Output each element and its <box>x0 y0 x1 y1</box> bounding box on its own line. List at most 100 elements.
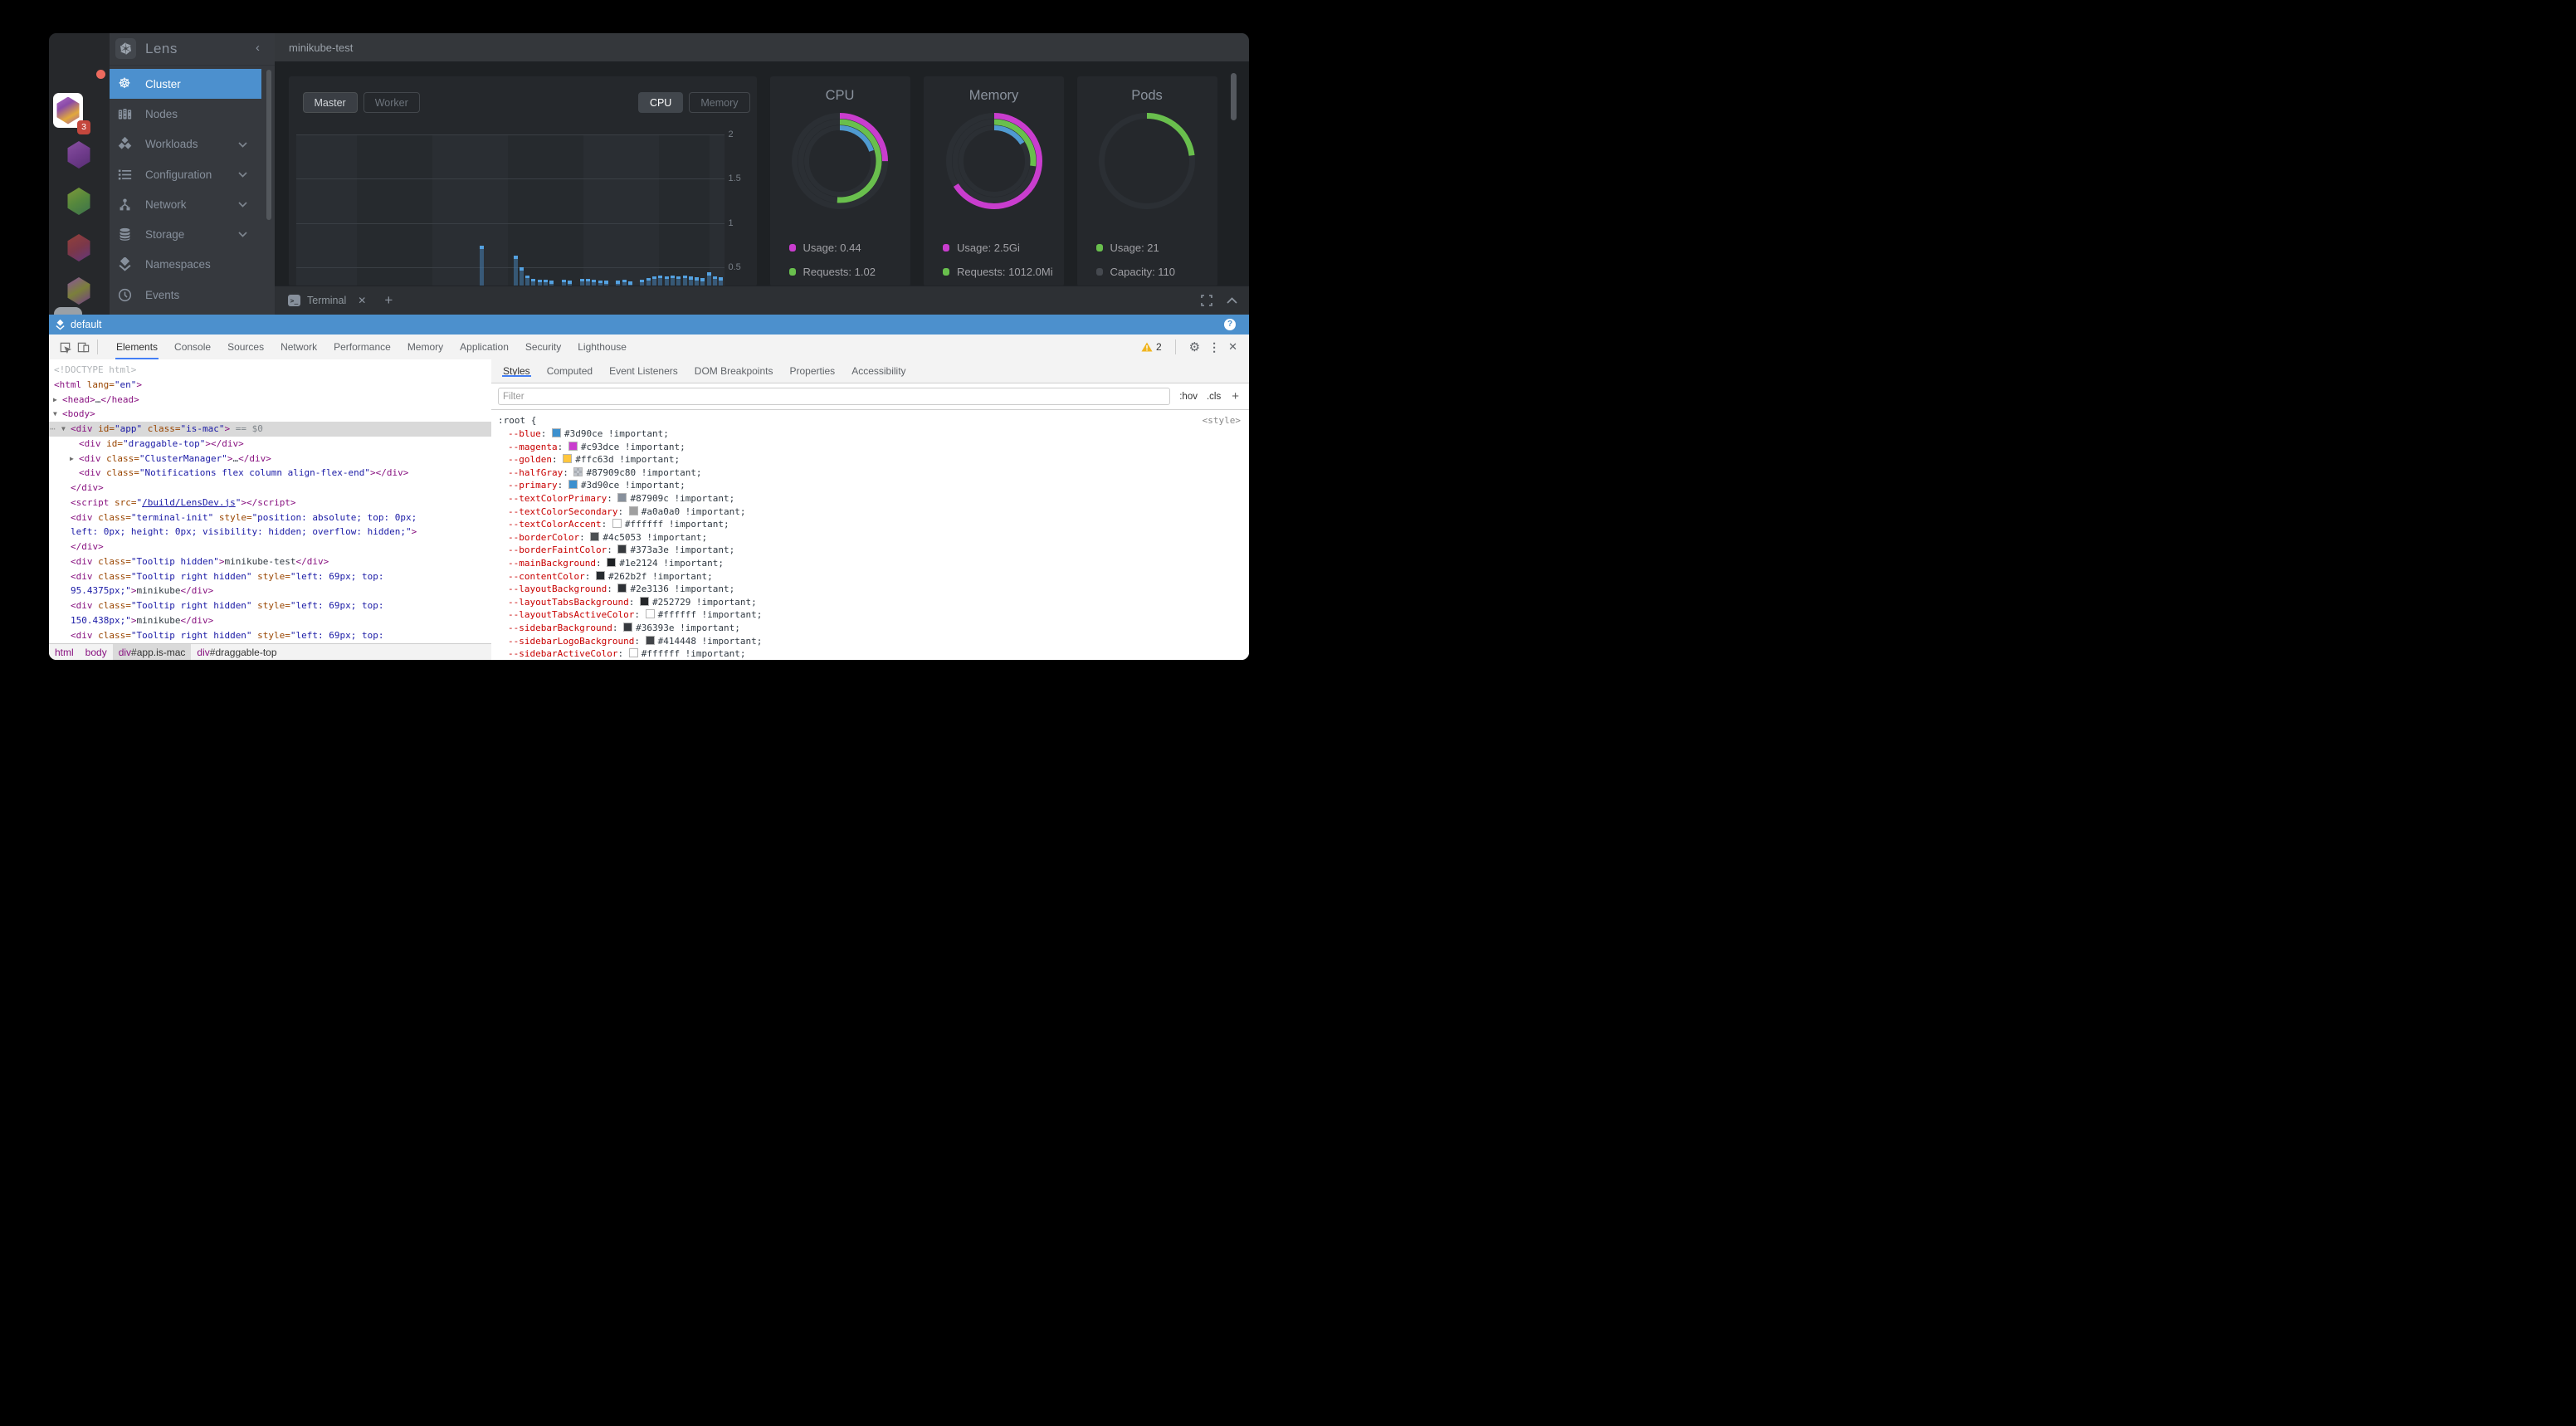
terminal-close-icon[interactable]: ✕ <box>358 295 367 306</box>
dom-node[interactable]: ▶ <div class="ClusterManager">…</div> <box>49 452 491 466</box>
color-swatch[interactable] <box>617 545 627 554</box>
dom-node[interactable]: ▶ <head>…</head> <box>49 393 491 408</box>
color-swatch[interactable] <box>623 623 633 632</box>
chevron-down-icon[interactable] <box>238 141 247 148</box>
styles-tab-dom-breakpoints[interactable]: DOM Breakpoints <box>694 365 773 377</box>
expand-arrow-icon[interactable]: ▼ <box>61 425 66 432</box>
css-property[interactable]: --blue: #3d90ce !important; <box>508 428 669 439</box>
sidebar-item-configuration[interactable]: Configuration <box>110 159 275 189</box>
expand-arrow-icon[interactable]: ▼ <box>53 410 57 418</box>
css-property[interactable]: --borderColor: #4c5053 !important; <box>508 531 708 543</box>
dom-node[interactable]: <div class="Notifications flex column al… <box>79 467 409 479</box>
new-style-rule-button[interactable]: + <box>1232 389 1239 403</box>
css-property[interactable]: --magenta: #c93dce !important; <box>508 441 685 452</box>
color-swatch[interactable] <box>617 493 627 502</box>
device-toolbar-icon[interactable] <box>74 341 92 354</box>
dom-node-selected[interactable]: ⋯ ▼ <div id="app" class="is-mac"> == $0 <box>49 422 491 437</box>
terminal-add-icon[interactable]: + <box>384 292 393 308</box>
cluster-item[interactable] <box>67 234 90 261</box>
styles-tab-properties[interactable]: Properties <box>789 365 836 377</box>
dom-node[interactable]: <!DOCTYPE html> <box>54 364 137 375</box>
breadcrumb-item[interactable]: div #app.is-mac <box>112 644 192 660</box>
node-button-master[interactable]: Master <box>302 92 358 113</box>
cluster-item[interactable] <box>67 188 90 215</box>
devtools-tab-application[interactable]: Application <box>460 341 509 353</box>
color-swatch[interactable] <box>568 441 578 451</box>
color-swatch[interactable] <box>568 480 578 490</box>
breadcrumb-item[interactable]: body <box>85 646 107 658</box>
styles-tab-event-listeners[interactable]: Event Listeners <box>609 365 678 377</box>
color-swatch[interactable] <box>645 635 655 645</box>
css-property[interactable]: --layoutTabsBackground: #252729 !importa… <box>508 596 757 608</box>
breadcrumb-item[interactable]: div #draggable-top <box>197 646 277 658</box>
dom-node[interactable]: <html lang="en"> <box>54 378 142 390</box>
color-swatch[interactable] <box>617 584 627 593</box>
sidebar-item-cluster[interactable]: ☸ Cluster <box>110 69 261 100</box>
styles-tab-accessibility[interactable]: Accessibility <box>851 365 906 377</box>
content-scrollbar[interactable] <box>1231 73 1237 120</box>
css-property[interactable]: --primary: #3d90ce !important; <box>508 480 685 491</box>
color-swatch[interactable] <box>607 558 617 567</box>
styles-tab-computed[interactable]: Computed <box>546 365 593 377</box>
color-swatch[interactable] <box>639 596 649 606</box>
color-swatch[interactable] <box>552 428 561 437</box>
dom-node[interactable]: ▼ <body> <box>49 407 491 422</box>
color-swatch[interactable] <box>645 609 655 619</box>
devtools-close-icon[interactable]: ✕ <box>1228 340 1237 353</box>
sidebar-collapse-button[interactable]: ‹ <box>256 41 260 55</box>
color-swatch[interactable] <box>595 570 605 580</box>
css-property[interactable]: --sidebarActiveColor: #ffffff !important… <box>508 648 746 660</box>
devtools-tab-elements[interactable]: Elements <box>108 335 166 359</box>
devtools-tab-memory[interactable]: Memory <box>407 341 444 353</box>
breadcrumb-item[interactable]: html <box>55 646 74 658</box>
chevron-down-icon[interactable] <box>238 172 247 178</box>
cluster-item[interactable] <box>67 277 90 305</box>
css-property[interactable]: --textColorPrimary: #87909c !important; <box>508 493 735 504</box>
fullscreen-icon[interactable] <box>1201 295 1212 306</box>
namespace-selector[interactable]: default <box>71 319 102 330</box>
element-classes-toggle[interactable]: .cls <box>1206 391 1222 402</box>
dom-node[interactable]: <div class="Tooltip right hidden" style=… <box>71 600 384 611</box>
css-selector[interactable]: :root { <box>498 415 537 426</box>
devtools-tab-security[interactable]: Security <box>524 341 562 353</box>
devtools-tab-console[interactable]: Console <box>174 341 212 353</box>
css-property[interactable]: --halfGray: #87909c80 !important; <box>508 466 702 478</box>
styles-filter-input[interactable] <box>498 388 1171 405</box>
expand-arrow-icon[interactable]: ▶ <box>70 454 74 462</box>
css-property[interactable]: --golden: #ffc63d !important; <box>508 454 681 466</box>
color-swatch[interactable] <box>590 531 600 541</box>
dom-node[interactable]: <div class="terminal-init" style="positi… <box>71 511 417 523</box>
color-swatch[interactable] <box>612 519 622 529</box>
dom-node[interactable]: <div class="Tooltip right hidden" style=… <box>71 629 384 641</box>
cluster-item-active[interactable] <box>53 93 83 128</box>
dom-node[interactable]: 150.438px;">minikube</div> <box>71 614 214 626</box>
css-property[interactable]: --borderFaintColor: #373a3e !important; <box>508 545 735 556</box>
cluster-tab-title[interactable]: minikube-test <box>289 41 354 54</box>
close-window-button[interactable] <box>96 70 105 79</box>
css-property[interactable]: --contentColor: #262b2f !important; <box>508 570 713 582</box>
css-property[interactable]: --sidebarLogoBackground: #414448 !import… <box>508 635 763 647</box>
css-property[interactable]: --mainBackground: #1e2124 !important; <box>508 558 724 569</box>
metric-button-memory[interactable]: Memory <box>689 92 750 113</box>
dom-node[interactable]: </div> <box>71 541 104 552</box>
dom-node[interactable]: <div id="draggable-top"></div> <box>79 437 244 449</box>
expand-arrow-icon[interactable]: ▶ <box>53 395 57 403</box>
dom-node[interactable]: 95.4375px;">minikube</div> <box>71 585 214 597</box>
inspect-element-icon[interactable] <box>56 341 74 354</box>
styles-tab-styles[interactable]: Styles <box>495 365 539 377</box>
sidebar-item-events[interactable]: Events <box>110 280 275 310</box>
sidebar-item-storage[interactable]: Storage <box>110 219 275 249</box>
devtools-tab-sources[interactable]: Sources <box>227 341 265 353</box>
color-swatch[interactable] <box>628 648 638 658</box>
css-property[interactable]: --sidebarBackground: #36393e !important; <box>508 623 740 633</box>
collapse-dock-icon[interactable] <box>1227 297 1237 304</box>
dom-node[interactable]: </div> <box>71 482 104 493</box>
devtools-tab-performance[interactable]: Performance <box>334 341 391 353</box>
dom-node[interactable]: <script src="/build/LensDev.js"></script… <box>71 496 296 508</box>
css-property[interactable]: --layoutTabsActiveColor: #ffffff !import… <box>508 609 763 621</box>
metric-button-cpu[interactable]: CPU <box>637 92 684 113</box>
color-swatch[interactable] <box>573 466 583 476</box>
sidebar-item-network[interactable]: Network <box>110 189 275 219</box>
node-button-worker[interactable]: Worker <box>363 92 420 113</box>
chevron-down-icon[interactable] <box>238 232 247 238</box>
